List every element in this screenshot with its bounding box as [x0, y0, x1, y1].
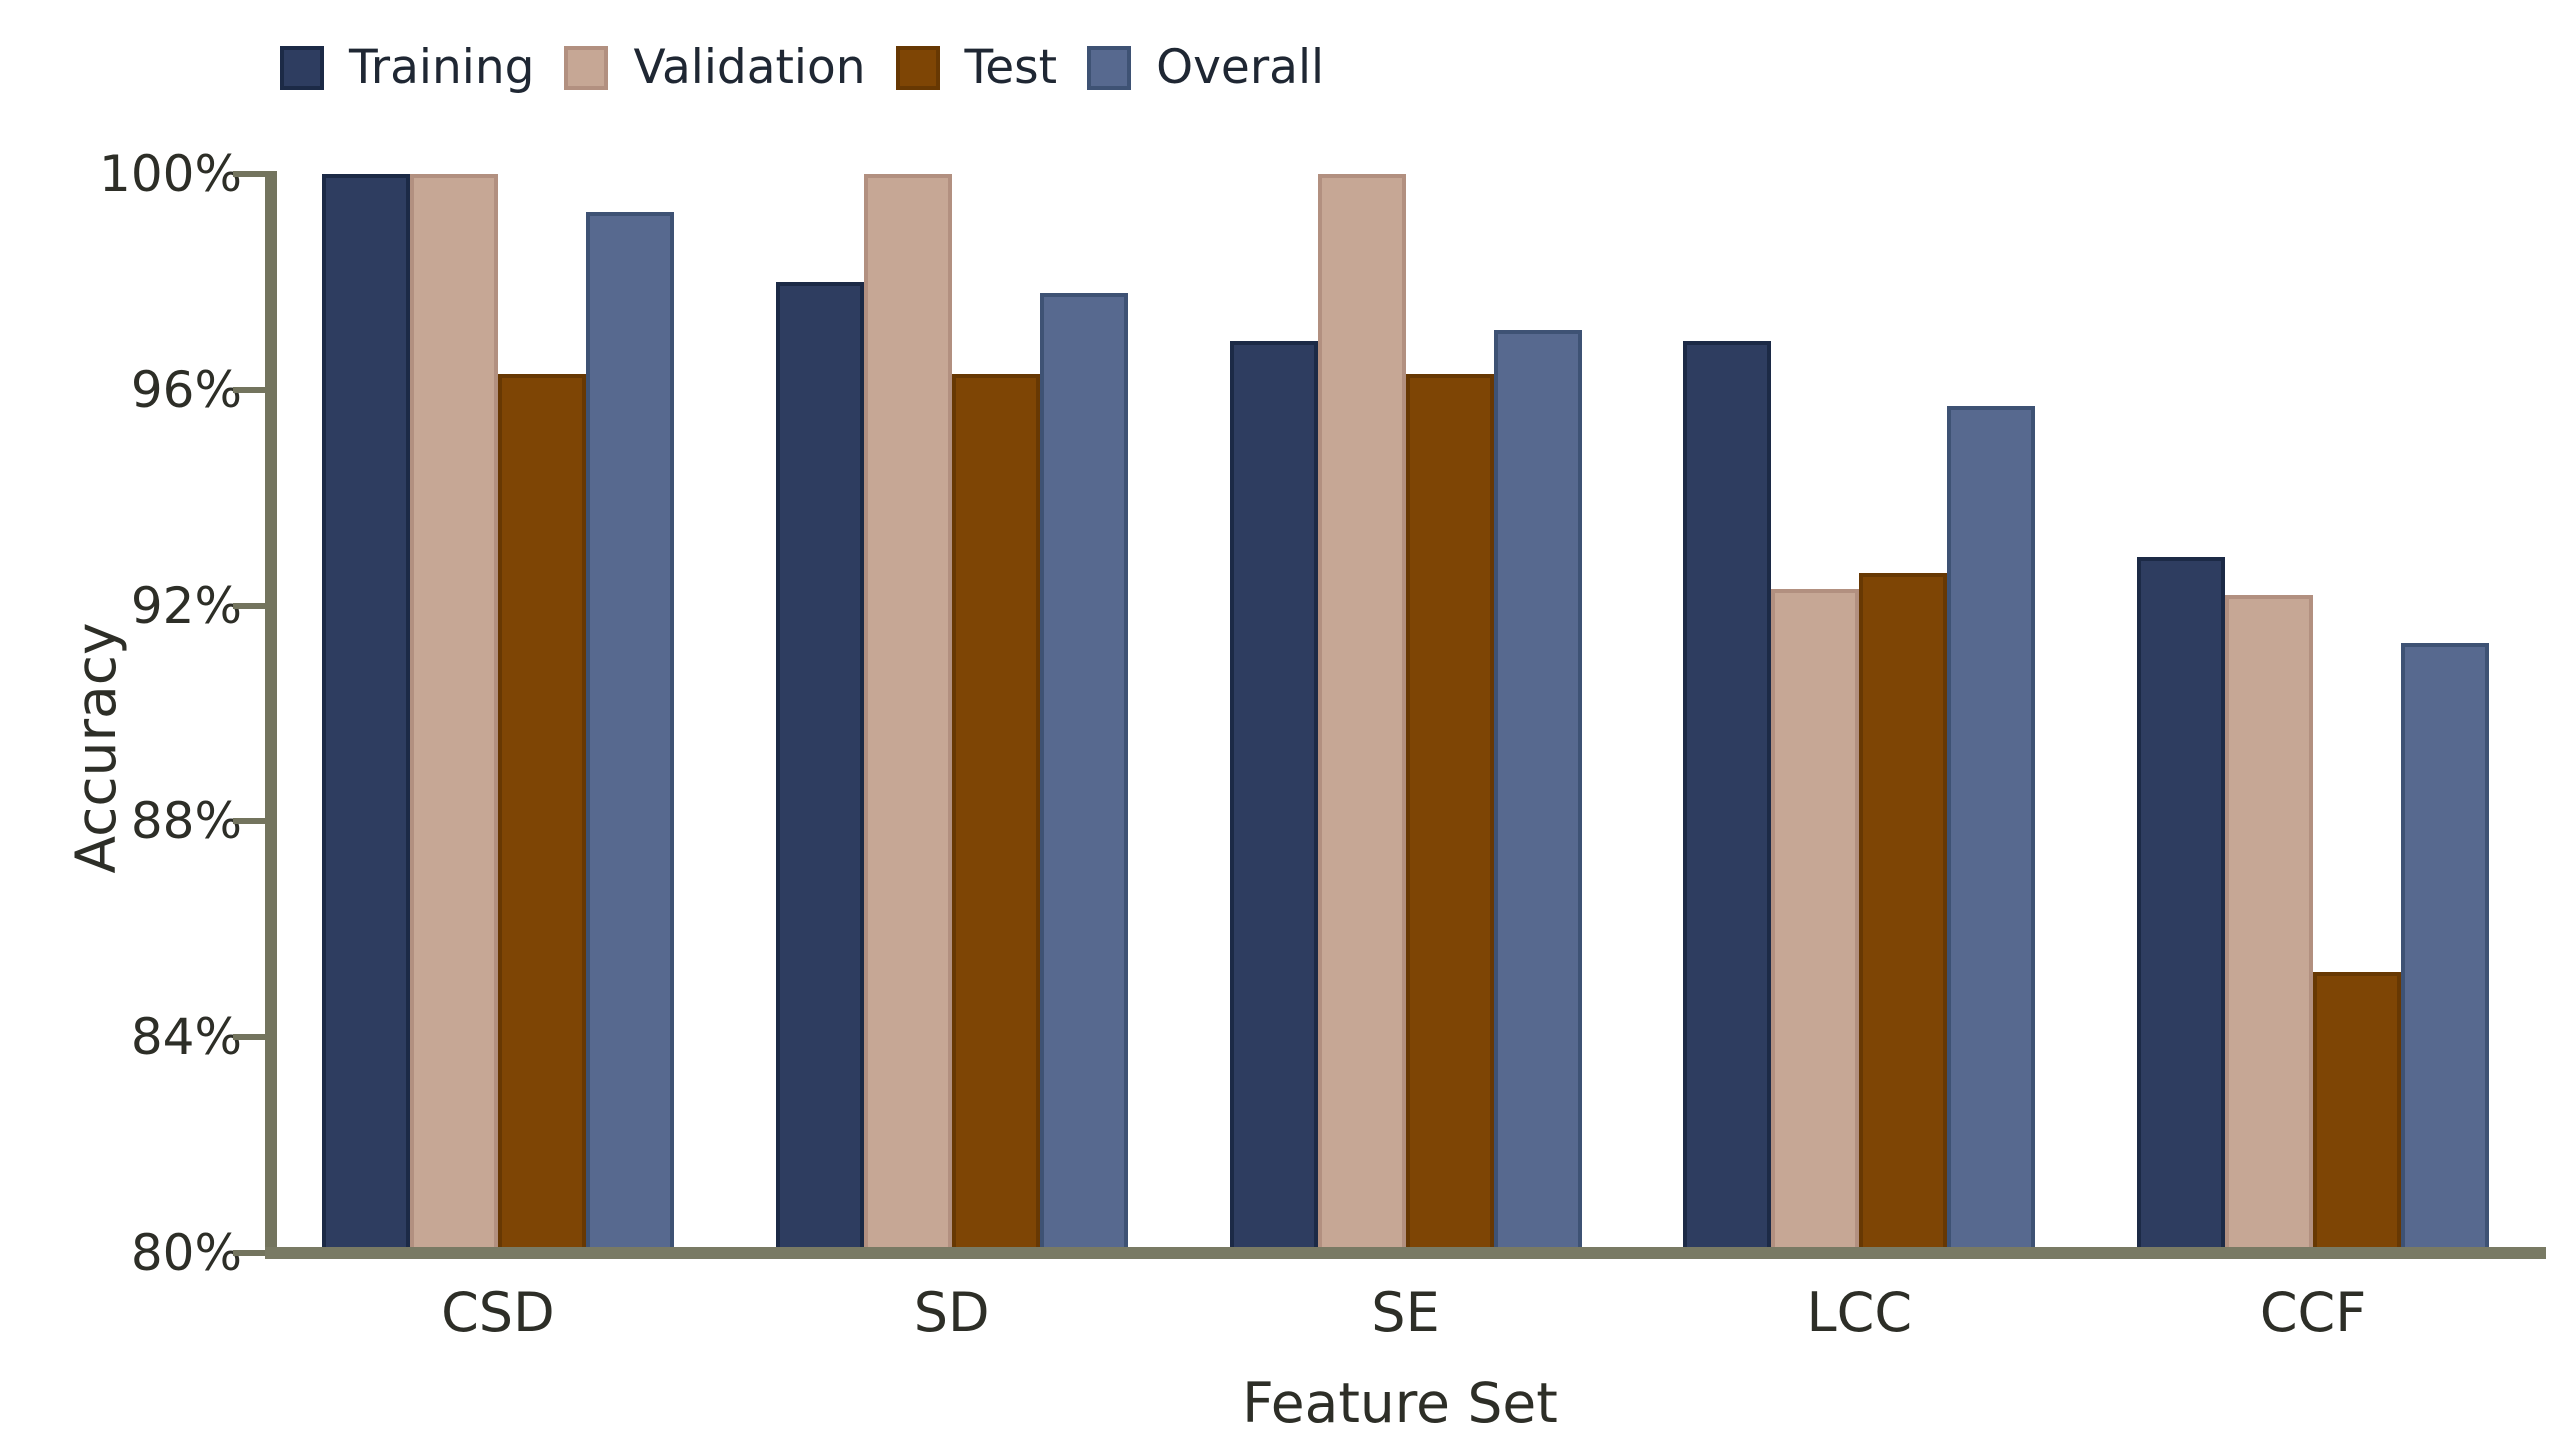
legend-item-test: Test: [895, 40, 1058, 96]
y-tick-label-96: 96%: [130, 360, 242, 419]
bar-test-ccf: [2313, 972, 2402, 1259]
bar-training-sd: [775, 281, 864, 1259]
bar-overall-csd: [585, 211, 674, 1259]
legend-item-training: Training: [280, 40, 534, 96]
y-tick-mark: [233, 386, 265, 393]
bar-training-lcc: [1683, 341, 1772, 1259]
legend-label-validation: Validation: [633, 40, 866, 95]
bar-overall-ccf: [2401, 643, 2490, 1259]
x-axis-line: [265, 1247, 2546, 1259]
y-tick-mark: [233, 171, 265, 177]
x-axis-title: Feature Set: [1242, 1371, 1558, 1435]
x-tick-label-csd: CSD: [441, 1281, 555, 1344]
bar-overall-sd: [1039, 292, 1128, 1259]
y-tick-mark: [233, 602, 265, 609]
y-axis-line: [265, 171, 277, 1259]
y-tick-label-92: 92%: [130, 576, 242, 635]
y-tick-label-88: 88%: [130, 792, 242, 851]
bar-test-sd: [951, 373, 1040, 1259]
bar-test-lcc: [1859, 573, 1948, 1259]
y-tick-label-84: 84%: [130, 1008, 242, 1067]
bar-training-csd: [321, 174, 410, 1259]
legend-label-training: Training: [349, 40, 535, 95]
x-tick-label-lcc: LCC: [1806, 1281, 1913, 1344]
legend-label-test: Test: [964, 40, 1058, 95]
legend-swatch-overall: [1087, 46, 1132, 90]
bar-overall-se: [1493, 330, 1582, 1259]
legend-item-overall: Overall: [1087, 40, 1324, 96]
bar-validation-se: [1317, 174, 1406, 1259]
x-tick-label-sd: SD: [913, 1281, 990, 1344]
legend-swatch-training: [280, 46, 324, 90]
y-tick-label-80: 80%: [130, 1224, 242, 1282]
legend-swatch-test: [895, 46, 940, 90]
legend-swatch-validation: [564, 46, 609, 90]
bar-validation-lcc: [1771, 589, 1860, 1259]
y-tick-mark: [233, 818, 265, 825]
chart-legend: Training Validation Test Overall: [280, 40, 1324, 96]
y-tick-mark: [233, 1034, 265, 1041]
bar-overall-lcc: [1947, 405, 2036, 1259]
y-tick-mark: [233, 1250, 265, 1256]
bar-training-ccf: [2137, 557, 2226, 1259]
bar-training-se: [1229, 341, 1318, 1259]
bar-validation-csd: [409, 174, 498, 1259]
bar-validation-sd: [863, 174, 952, 1259]
legend-label-overall: Overall: [1156, 40, 1325, 95]
y-tick-label-100: 100%: [99, 145, 242, 203]
bar-test-se: [1405, 373, 1494, 1259]
bar-validation-ccf: [2225, 594, 2314, 1259]
x-tick-label-ccf: CCF: [2259, 1281, 2367, 1344]
bar-test-csd: [497, 373, 586, 1259]
legend-item-validation: Validation: [564, 40, 866, 96]
x-tick-label-se: SE: [1371, 1281, 1440, 1344]
